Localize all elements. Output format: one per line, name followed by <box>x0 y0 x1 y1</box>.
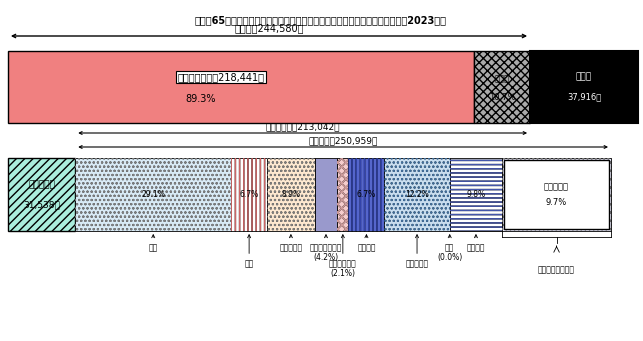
Bar <box>385 158 449 231</box>
Bar <box>449 158 502 231</box>
Text: 37,916円: 37,916円 <box>567 92 601 102</box>
Bar <box>449 158 502 231</box>
Bar <box>8 158 75 231</box>
Text: 12.2%: 12.2% <box>405 190 429 199</box>
Text: 光熱・水道: 光熱・水道 <box>279 235 302 252</box>
Text: その他の消費支出: その他の消費支出 <box>538 265 575 274</box>
Bar <box>349 158 385 231</box>
Text: 8.9%: 8.9% <box>282 190 300 199</box>
Text: 実収入　244,580円: 実収入 244,580円 <box>234 23 303 33</box>
Text: 可処分所得　213,042円: 可処分所得 213,042円 <box>266 122 340 131</box>
Text: 教養娯楽: 教養娯楽 <box>467 235 485 252</box>
Bar <box>75 158 231 231</box>
Bar <box>504 160 609 229</box>
Bar <box>349 158 385 231</box>
Bar <box>530 51 638 123</box>
Bar <box>8 51 474 123</box>
Bar <box>75 158 231 231</box>
Bar <box>385 158 449 231</box>
Text: 消費支出　250,959円: 消費支出 250,959円 <box>309 136 378 145</box>
Text: 10.7%: 10.7% <box>489 92 515 102</box>
Text: 食料: 食料 <box>149 235 158 252</box>
Text: 31,538円: 31,538円 <box>23 200 60 209</box>
Bar <box>337 158 349 231</box>
Text: 非消費支出: 非消費支出 <box>28 180 55 189</box>
Bar <box>314 158 337 231</box>
Bar <box>231 158 267 231</box>
Bar <box>502 158 611 231</box>
Text: 9.7%: 9.7% <box>546 198 567 207</box>
Bar <box>231 158 267 231</box>
Text: 被服及び履物
(2.1%): 被服及び履物 (2.1%) <box>329 235 357 278</box>
Text: 交通・通信: 交通・通信 <box>406 235 429 268</box>
Text: 保健医療: 保健医療 <box>357 235 376 252</box>
Text: うち交際費: うち交際費 <box>544 182 569 191</box>
Text: 9.8%: 9.8% <box>466 190 485 199</box>
Text: 20.3%: 20.3% <box>545 190 568 199</box>
Text: 89.3%: 89.3% <box>186 94 216 104</box>
Bar <box>474 51 530 123</box>
Text: 図１　65歳以上の夫婦のみの無職世帯（夫婦高齢者無職世帯）の家計収支　－2023年－: 図１ 65歳以上の夫婦のみの無職世帯（夫婦高齢者無職世帯）の家計収支 －2023… <box>195 15 447 25</box>
Bar <box>337 158 349 231</box>
Bar <box>267 158 314 231</box>
Text: その他: その他 <box>494 74 510 84</box>
Bar <box>502 158 611 231</box>
Text: 6.7%: 6.7% <box>239 190 258 199</box>
Text: 家具・家事用品
(4.2%): 家具・家事用品 (4.2%) <box>310 235 342 263</box>
Text: 教育
(0.0%): 教育 (0.0%) <box>437 235 462 263</box>
Text: 社会保障給付　218,441円: 社会保障給付 218,441円 <box>177 72 265 82</box>
Bar <box>267 158 314 231</box>
Text: 不足分: 不足分 <box>576 73 592 81</box>
Text: 住居: 住居 <box>244 235 254 268</box>
Text: 6.7%: 6.7% <box>357 190 376 199</box>
Text: 29.1%: 29.1% <box>141 190 165 199</box>
